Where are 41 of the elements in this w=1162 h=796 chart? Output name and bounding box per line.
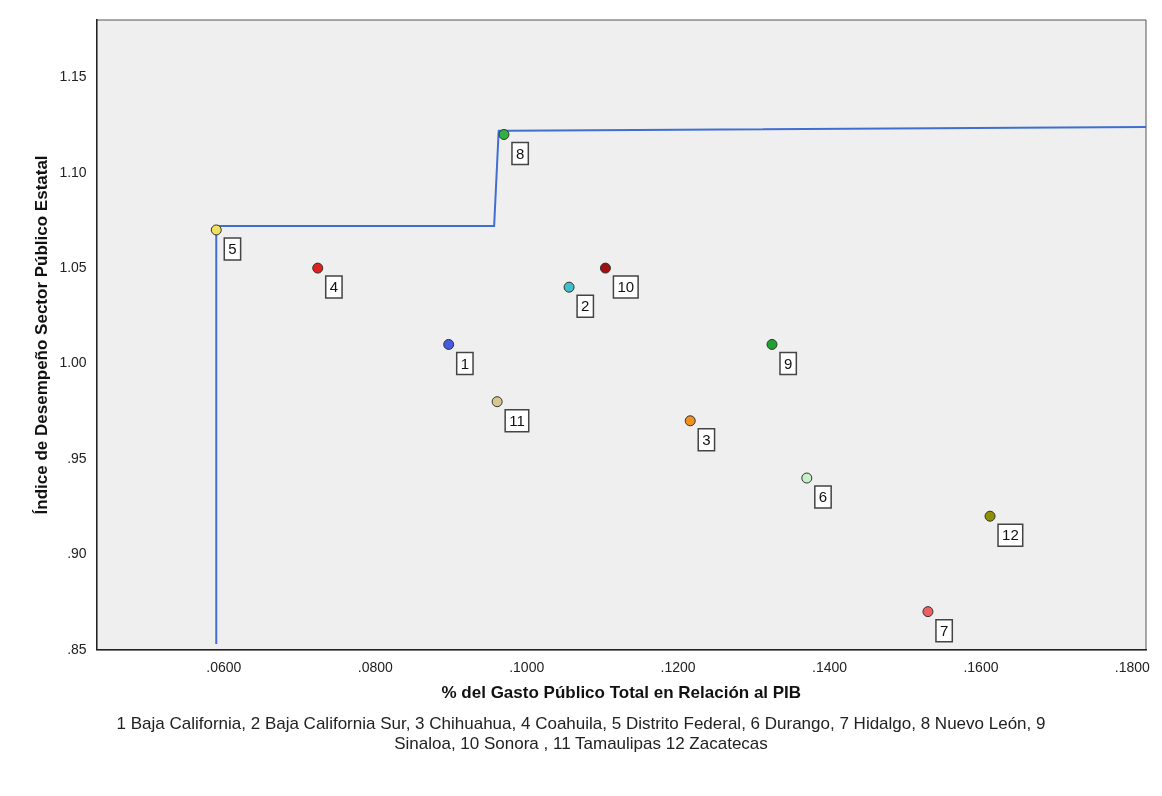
point — [684, 415, 696, 427]
y-tick-label: 1.10 — [59, 163, 87, 180]
point — [599, 262, 611, 274]
point — [984, 510, 996, 522]
y-tick-label: .95 — [67, 449, 87, 466]
y-axis-title: Índice de Desempeño Sector Público Estatal — [31, 155, 51, 515]
y-tick-label: .85 — [67, 640, 87, 657]
annotation: 6 — [818, 488, 828, 506]
x-tick-label: .1800 — [1114, 659, 1151, 676]
text: 1 Baja California, 2 Baja California Sur, 3 Chihuahua, 4 Coahuila, 5 Distrito Federal, 6 Durango, 7 Hidalgo, 8 Nuevo León, 9 Sinaloa, 10 Sonora , 11 Tamaulipas 12 Zacatecas — [115, 713, 1047, 754]
x-tick-label: .1400 — [812, 659, 848, 676]
x-tick-label: .0800 — [357, 659, 393, 676]
point — [491, 396, 503, 408]
annotation: 7 — [939, 621, 949, 639]
point — [801, 472, 813, 484]
annotation: 8 — [515, 144, 525, 162]
point — [563, 281, 575, 293]
point — [766, 338, 778, 350]
annotation: 1 — [460, 354, 470, 372]
x-tick-label: .0600 — [206, 659, 242, 676]
annotation: 5 — [228, 240, 237, 258]
y-tick-label: 1.00 — [59, 354, 87, 371]
point — [210, 224, 222, 236]
annotation: 3 — [702, 430, 711, 448]
point — [443, 338, 455, 350]
x-axis-title: % del Gasto Público Total en Relación al PIB — [441, 683, 802, 703]
point — [498, 129, 510, 141]
x-tick-label: .1600 — [963, 659, 999, 676]
annotation: 11 — [509, 411, 525, 429]
y-tick-label: .90 — [67, 545, 87, 562]
y-tick-label: 1.05 — [59, 258, 87, 275]
y-tick-label: 1.15 — [59, 68, 87, 85]
point — [922, 606, 934, 618]
x-tick-label: .1200 — [660, 659, 696, 676]
annotation: 10 — [617, 278, 635, 296]
annotation: 12 — [1002, 526, 1019, 544]
x-tick-label: .1000 — [509, 659, 545, 676]
annotation: 4 — [329, 278, 339, 296]
point — [312, 262, 324, 274]
annotation: 2 — [581, 297, 590, 315]
annotation: 9 — [783, 354, 793, 372]
